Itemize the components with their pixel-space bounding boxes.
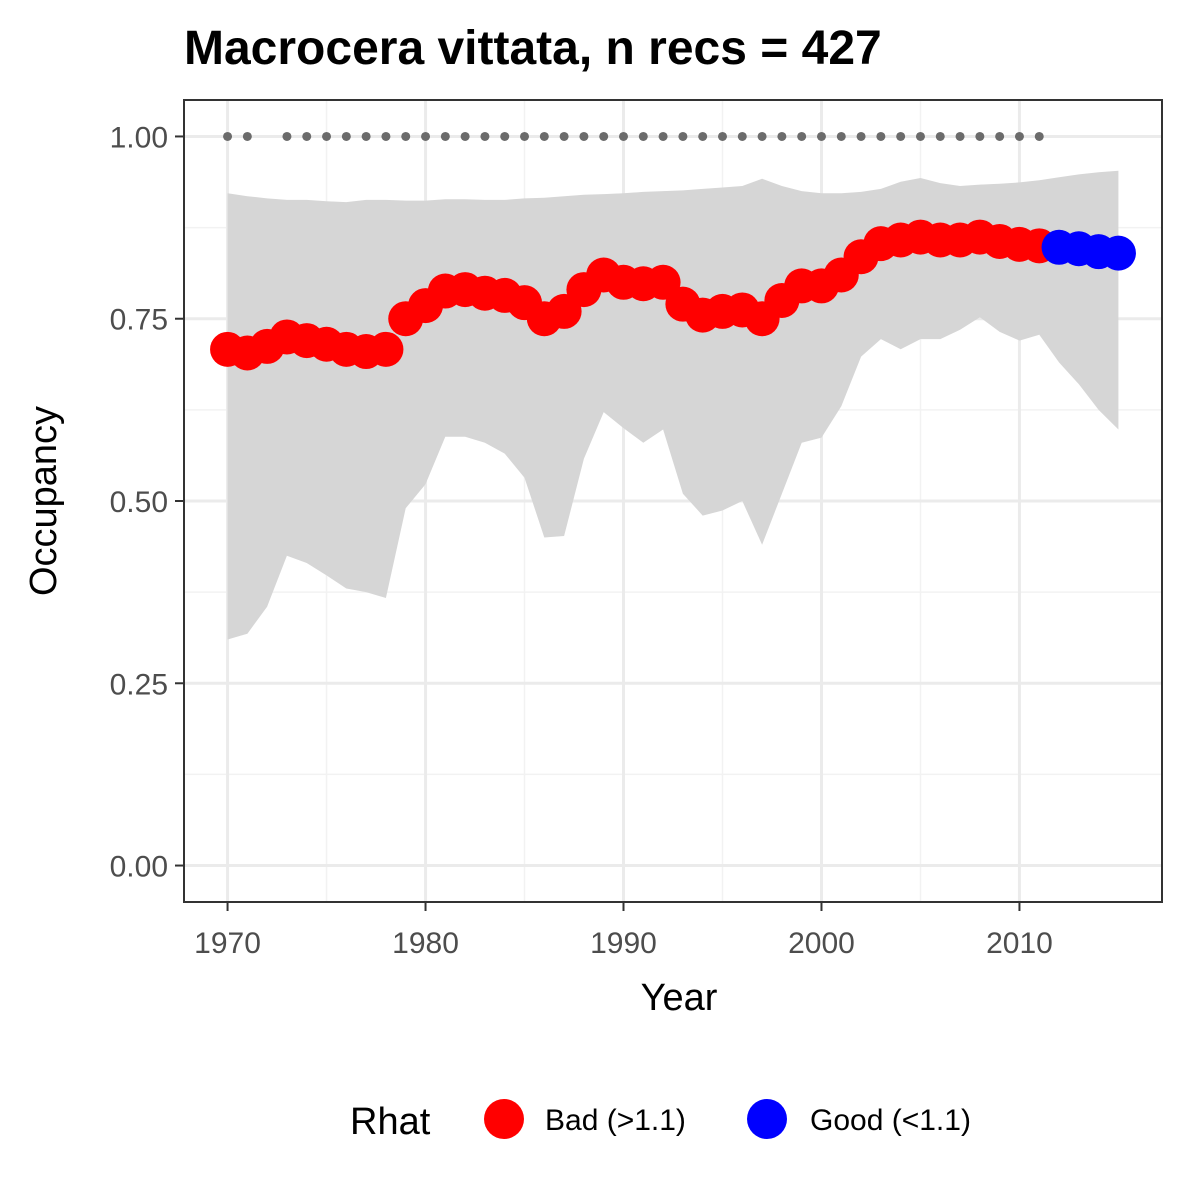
record-dot — [836, 131, 846, 141]
record-dot — [381, 131, 391, 141]
data-point — [1100, 235, 1136, 271]
record-dot — [341, 131, 351, 141]
y-axis: 0.00 0.25 0.50 0.75 1.00 — [110, 121, 184, 884]
record-dot — [619, 131, 629, 141]
record-dot — [698, 131, 708, 141]
record-dot — [440, 131, 450, 141]
record-dot — [717, 131, 727, 141]
record-dot — [579, 131, 589, 141]
record-dot — [935, 131, 945, 141]
record-dot — [797, 131, 807, 141]
data-point — [368, 331, 404, 367]
record-dot — [421, 131, 431, 141]
record-dot — [599, 131, 609, 141]
y-tick-label: 1.00 — [110, 121, 168, 154]
chart-title: Macrocera vittata, n recs = 427 — [184, 22, 882, 75]
record-dot — [282, 131, 292, 141]
record-dot — [401, 131, 411, 141]
record-dot — [678, 131, 688, 141]
record-dot — [816, 131, 826, 141]
record-dot — [500, 131, 510, 141]
record-dot — [856, 131, 866, 141]
record-dot — [915, 131, 925, 141]
record-dot — [559, 131, 569, 141]
legend-key-bad — [484, 1099, 524, 1139]
record-dot — [975, 131, 985, 141]
x-tick-label: 2000 — [788, 927, 855, 960]
y-tick-label: 0.75 — [110, 304, 168, 337]
y-tick-label: 0.50 — [110, 486, 168, 519]
record-dot — [460, 131, 470, 141]
record-dot — [1034, 131, 1044, 141]
record-dot — [361, 131, 371, 141]
legend-label-bad: Bad (>1.1) — [545, 1104, 686, 1137]
record-dot — [757, 131, 767, 141]
record-dot — [737, 131, 747, 141]
x-tick-label: 1990 — [590, 927, 657, 960]
legend-key-good — [747, 1099, 787, 1139]
record-dot — [658, 131, 668, 141]
x-axis: 1970 1980 1990 2000 2010 — [194, 902, 1053, 960]
record-dot — [995, 131, 1005, 141]
x-tick-label: 2010 — [986, 927, 1053, 960]
record-dot — [876, 131, 886, 141]
record-dot — [242, 131, 252, 141]
record-dot — [638, 131, 648, 141]
record-dot — [955, 131, 965, 141]
record-years-dots — [223, 131, 1044, 141]
record-dot — [896, 131, 906, 141]
x-axis-title: Year — [641, 977, 718, 1019]
x-tick-label: 1970 — [194, 927, 261, 960]
record-dot — [322, 131, 332, 141]
y-axis-title: Occupancy — [23, 406, 65, 596]
record-dot — [539, 131, 549, 141]
y-tick-label: 0.00 — [110, 851, 168, 884]
record-dot — [777, 131, 787, 141]
legend-title: Rhat — [350, 1101, 431, 1143]
legend-label-good: Good (<1.1) — [810, 1104, 971, 1137]
record-dot — [480, 131, 490, 141]
record-dot — [520, 131, 530, 141]
x-tick-label: 1980 — [392, 927, 459, 960]
y-tick-label: 0.25 — [110, 668, 168, 701]
legend: Rhat Bad (>1.1) Good (<1.1) — [350, 1099, 971, 1143]
record-dot — [223, 131, 233, 141]
record-dot — [1014, 131, 1024, 141]
occupancy-points — [210, 219, 1136, 371]
record-dot — [302, 131, 312, 141]
